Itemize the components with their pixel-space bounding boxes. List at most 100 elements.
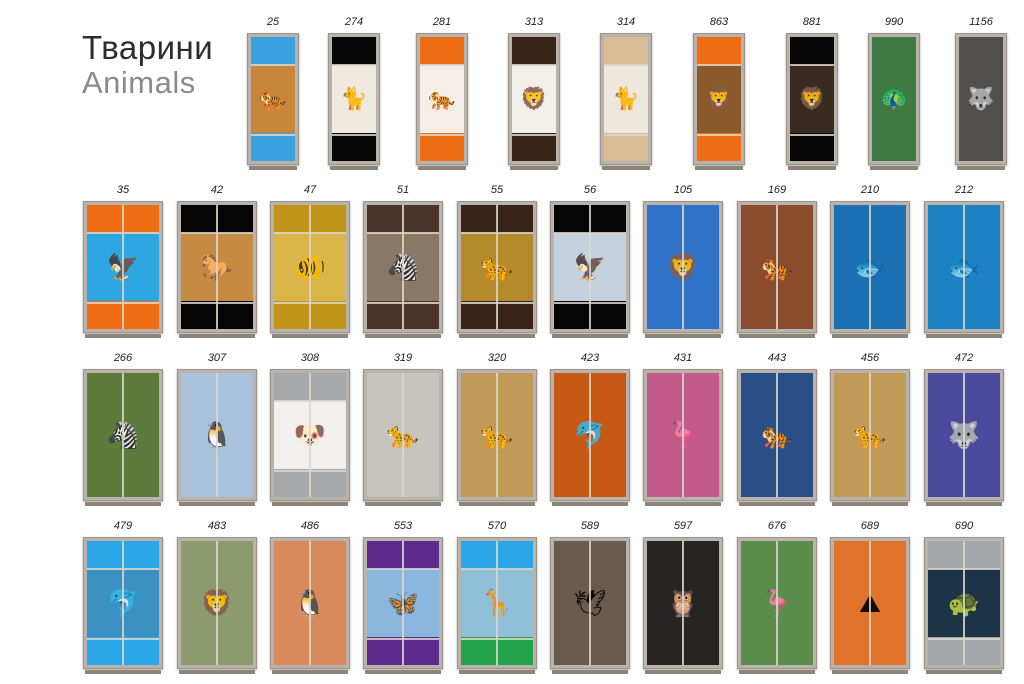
wardrobe-item-169[interactable]: 169 🐅 xyxy=(737,184,817,338)
wardrobe-item-443[interactable]: 443 🐅 xyxy=(737,352,817,506)
color-band-top xyxy=(790,37,834,65)
horizontal-divider xyxy=(790,64,834,66)
item-code: 210 xyxy=(860,184,880,196)
wardrobe-item-47[interactable]: 47 🐠 xyxy=(270,184,350,338)
wardrobe-frame: 🦓 xyxy=(363,201,443,333)
door-divider xyxy=(963,205,965,329)
wardrobe-base xyxy=(330,166,378,170)
wardrobe-item-56[interactable]: 56 🦅 xyxy=(550,184,630,338)
color-band-bottom xyxy=(251,133,295,161)
wardrobe-base xyxy=(179,670,255,674)
wardrobe-item-479[interactable]: 479 🐬 xyxy=(83,520,163,674)
wardrobe-item-990[interactable]: 990 🦚 xyxy=(868,16,920,170)
wardrobe-item-553[interactable]: 553 🦋 xyxy=(363,520,443,674)
wardrobe-item-281[interactable]: 281 🐅 xyxy=(416,16,468,170)
item-code: 274 xyxy=(344,16,364,28)
wardrobe-frame: 🦅 xyxy=(83,201,163,333)
wardrobe-item-307[interactable]: 307 🐧 xyxy=(177,352,257,506)
wardrobe-frame: 🐎 xyxy=(177,201,257,333)
wardrobe-base xyxy=(788,166,836,170)
lion-icon: 🦁 xyxy=(798,86,826,111)
door-panel: 🦚 xyxy=(872,37,916,161)
wardrobe-item-308[interactable]: 308 🐶 xyxy=(270,352,350,506)
horizontal-divider xyxy=(512,64,556,66)
wardrobe-item-570[interactable]: 570 🦒 xyxy=(457,520,537,674)
door-panel: 🐅 xyxy=(251,37,295,161)
wardrobe-item-55[interactable]: 55 🐆 xyxy=(457,184,537,338)
color-band-bottom xyxy=(697,133,741,161)
wardrobe-frame: 🐆 xyxy=(363,369,443,501)
item-code: 863 xyxy=(709,16,729,28)
wardrobe-item-51[interactable]: 51 🦓 xyxy=(363,184,443,338)
wardrobe-frame: 🐢 xyxy=(924,537,1004,669)
wardrobe-item-212[interactable]: 212 🐟 xyxy=(924,184,1004,338)
wardrobe-frame: ⛰ xyxy=(830,537,910,669)
wardrobe-base xyxy=(926,670,1002,674)
item-code: 479 xyxy=(113,520,133,532)
wardrobe-base xyxy=(272,502,348,506)
wardrobe-frame: 🐧 xyxy=(270,537,350,669)
wardrobe-item-483[interactable]: 483 🦁 xyxy=(177,520,257,674)
item-code: 483 xyxy=(207,520,227,532)
wardrobe-item-319[interactable]: 319 🐆 xyxy=(363,352,443,506)
wardrobe-item-597[interactable]: 597 🦉 xyxy=(643,520,723,674)
item-code: 676 xyxy=(767,520,787,532)
peacock-icon: 🦚 xyxy=(880,86,908,111)
door-panel: 🐆 xyxy=(461,205,533,329)
door-panel: 🐺 xyxy=(928,373,1000,497)
wardrobe-frame: 🐅 xyxy=(737,369,817,501)
wardrobe-item-25[interactable]: 25 🐅 xyxy=(247,16,299,170)
door-panel: 🐅 xyxy=(741,205,813,329)
item-code: 212 xyxy=(954,184,974,196)
door-panel: 🐧 xyxy=(181,373,253,497)
wardrobe-base xyxy=(926,502,1002,506)
wardrobe-item-105[interactable]: 105 🦁 xyxy=(643,184,723,338)
wardrobe-item-676[interactable]: 676 🦩 xyxy=(737,520,817,674)
color-band-top xyxy=(420,37,464,65)
wardrobe-item-456[interactable]: 456 🐆 xyxy=(830,352,910,506)
wardrobe-base xyxy=(249,166,297,170)
horizontal-divider xyxy=(512,134,556,136)
door-panel: 🦩 xyxy=(647,373,719,497)
wardrobe-item-690[interactable]: 690 🐢 xyxy=(924,520,1004,674)
wardrobe-base xyxy=(870,166,918,170)
wardrobe-frame: 🐟 xyxy=(830,201,910,333)
door-panel: 🐆 xyxy=(461,373,533,497)
door-divider xyxy=(589,205,591,329)
wardrobe-item-472[interactable]: 472 🐺 xyxy=(924,352,1004,506)
wardrobe-item-35[interactable]: 35 🦅 xyxy=(83,184,163,338)
color-band-top xyxy=(604,37,648,65)
wardrobe-item-589[interactable]: 589 🕊 xyxy=(550,520,630,674)
horizontal-divider xyxy=(251,134,295,136)
wardrobe-base xyxy=(85,334,161,338)
wardrobe-item-486[interactable]: 486 🐧 xyxy=(270,520,350,674)
horizontal-divider xyxy=(332,134,376,136)
photo-print: 🦁 xyxy=(512,65,556,133)
wardrobe-item-863[interactable]: 863 🦁 xyxy=(693,16,745,170)
wardrobe-item-1156[interactable]: 1156 🐺 xyxy=(955,16,1007,170)
item-code: 169 xyxy=(767,184,787,196)
horizontal-divider xyxy=(697,134,741,136)
wardrobe-item-274[interactable]: 274 🐈 xyxy=(328,16,380,170)
door-panel: 🐟 xyxy=(928,205,1000,329)
item-code: 35 xyxy=(116,184,130,196)
wardrobe-frame: 🦉 xyxy=(643,537,723,669)
door-divider xyxy=(776,205,778,329)
wardrobe-item-423[interactable]: 423 🐬 xyxy=(550,352,630,506)
photo-print: 🦁 xyxy=(697,65,741,133)
wardrobe-item-210[interactable]: 210 🐟 xyxy=(830,184,910,338)
wardrobe-item-42[interactable]: 42 🐎 xyxy=(177,184,257,338)
wardrobe-item-881[interactable]: 881 🦁 xyxy=(786,16,838,170)
wardrobe-base xyxy=(365,502,441,506)
wardrobe-item-431[interactable]: 431 🦩 xyxy=(643,352,723,506)
wardrobe-base xyxy=(552,670,628,674)
wardrobe-base xyxy=(365,670,441,674)
wardrobe-item-266[interactable]: 266 🦓 xyxy=(83,352,163,506)
item-code: 308 xyxy=(300,352,320,364)
wardrobe-item-320[interactable]: 320 🐆 xyxy=(457,352,537,506)
wardrobe-item-313[interactable]: 313 🦁 xyxy=(508,16,560,170)
wardrobe-item-314[interactable]: 314 🐈 xyxy=(600,16,652,170)
door-panel: 🦁 xyxy=(697,37,741,161)
color-band-bottom xyxy=(420,133,464,161)
wardrobe-item-689[interactable]: 689 ⛰ xyxy=(830,520,910,674)
